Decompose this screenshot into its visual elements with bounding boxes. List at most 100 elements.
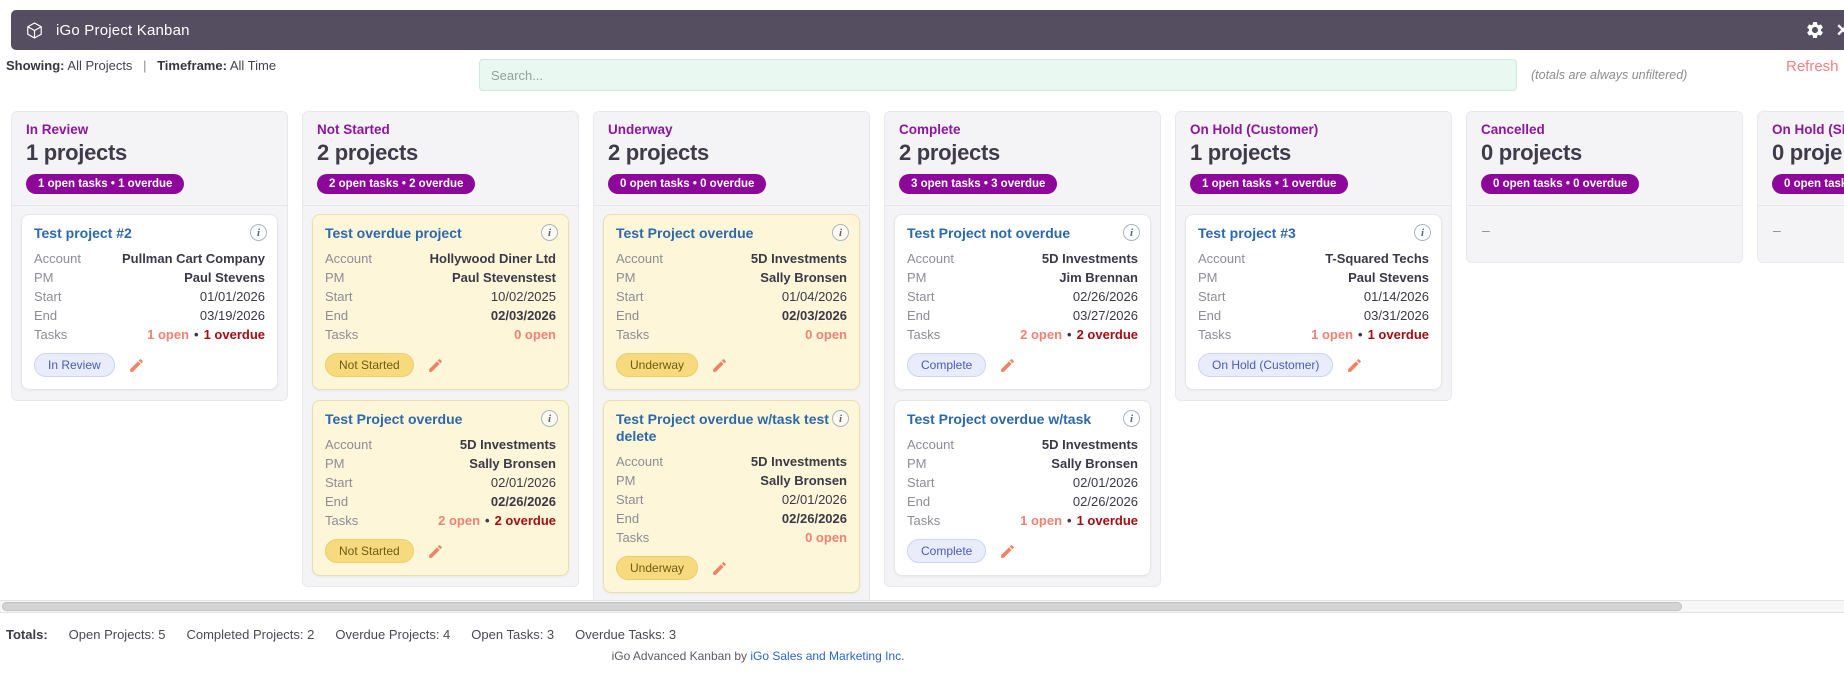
field-label: Tasks bbox=[34, 327, 68, 342]
pm-value: Sally Bronsen bbox=[1051, 456, 1138, 471]
field-label: Start bbox=[907, 475, 935, 490]
pm-value: Paul Stevens bbox=[1348, 270, 1429, 285]
project-title-link[interactable]: Test Project overdue bbox=[616, 225, 754, 241]
project-title-link[interactable]: Test project #3 bbox=[1198, 225, 1296, 241]
pm-value: Paul Stevens bbox=[184, 270, 265, 285]
edit-pencil-icon[interactable] bbox=[711, 560, 728, 577]
info-icon[interactable]: i bbox=[1414, 224, 1431, 241]
footer-vendor-link[interactable]: iGo Sales and Marketing Inc. bbox=[750, 649, 905, 663]
column-tasks-badge: 3 open tasks • 3 overdue bbox=[899, 174, 1058, 194]
column-title: In Review bbox=[26, 122, 89, 137]
info-icon[interactable]: i bbox=[1123, 224, 1140, 241]
unfiltered-note: (totals are always unfiltered) bbox=[1531, 68, 1688, 82]
edit-pencil-icon[interactable] bbox=[999, 543, 1016, 560]
edit-pencil-icon[interactable] bbox=[427, 543, 444, 560]
settings-gear-icon[interactable] bbox=[1805, 20, 1825, 40]
horizontal-scrollbar bbox=[0, 600, 1844, 613]
showing-label: Showing: bbox=[6, 58, 65, 73]
project-title-link[interactable]: Test project #2 bbox=[34, 225, 132, 241]
project-title-link[interactable]: Test Project overdue bbox=[325, 411, 463, 427]
tasks-overdue-count: 2 overdue bbox=[494, 513, 556, 528]
card-field-row: Tasks 0 open bbox=[616, 528, 847, 547]
project-card: Test project #2 i Account Pullman Cart Comp… bbox=[21, 214, 278, 390]
start-date-value: 01/01/2026 bbox=[199, 289, 265, 304]
tasks-open-count: 1 open bbox=[1311, 327, 1354, 342]
edit-pencil-icon[interactable] bbox=[128, 357, 145, 374]
column-header: On Hold (SF 0 proje 0 open task bbox=[1758, 112, 1844, 205]
edit-pencil-icon[interactable] bbox=[427, 357, 444, 374]
info-icon[interactable]: i bbox=[541, 224, 558, 241]
account-value: Pullman Cart Company bbox=[121, 251, 265, 266]
tasks-value: 0 open bbox=[805, 528, 847, 547]
titlebar-actions: ✕ bbox=[1805, 10, 1844, 50]
edit-pencil-icon[interactable] bbox=[999, 357, 1016, 374]
card-field-row: Account 5D Investments bbox=[616, 249, 847, 268]
status-chip: Complete bbox=[907, 539, 987, 563]
search-input[interactable] bbox=[479, 59, 1517, 91]
column-header: On Hold (Customer) 1 projects 1 open tasks… bbox=[1176, 112, 1451, 205]
card-actions-row: In Review bbox=[34, 353, 265, 377]
timeframe-value: All Time bbox=[229, 58, 277, 73]
refresh-button[interactable]: Refresh bbox=[1786, 58, 1839, 75]
field-label: Account bbox=[616, 251, 663, 266]
field-label: Tasks bbox=[907, 513, 941, 528]
project-title-link[interactable]: Test Project overdue w/task test delete bbox=[616, 411, 829, 444]
status-chip: On Hold (Customer) bbox=[1198, 353, 1334, 377]
project-title-link[interactable]: Test Project not overdue bbox=[907, 225, 1071, 241]
end-date-value: 02/26/2026 bbox=[781, 511, 847, 526]
project-title-link[interactable]: Test overdue project bbox=[325, 225, 462, 241]
info-icon[interactable]: i bbox=[832, 224, 849, 241]
app-cube-icon bbox=[27, 21, 42, 39]
column-title: On Hold (SF bbox=[1772, 122, 1844, 137]
card-field-row: PM Paul Stevenstest bbox=[325, 268, 556, 287]
column-header: Complete 2 projects 3 open tasks • 3 overd… bbox=[885, 112, 1160, 205]
footer: iGo Advanced Kanban by iGo Sales and Mar… bbox=[0, 649, 1516, 663]
info-icon[interactable]: i bbox=[832, 410, 849, 427]
info-icon[interactable]: i bbox=[250, 224, 267, 241]
tasks-bullet: • bbox=[485, 513, 490, 528]
tasks-value: 2 open • 2 overdue bbox=[1020, 325, 1138, 344]
kanban-column: Complete 2 projects 3 open tasks • 3 overd… bbox=[884, 111, 1161, 587]
column-project-count: 2 projects bbox=[608, 140, 709, 165]
tasks-open-count: 0 open bbox=[805, 530, 847, 545]
project-card: Test project #3 i Account T-Squared Techs PM… bbox=[1185, 214, 1442, 390]
field-label: Start bbox=[616, 492, 644, 507]
totals-bar: Totals: Open Projects: 5 Completed Projec… bbox=[6, 627, 676, 642]
filter-separator: | bbox=[143, 58, 147, 73]
field-label: PM bbox=[616, 473, 636, 488]
pm-value: Sally Bronsen bbox=[760, 270, 847, 285]
card-field-row: End 03/19/2026 bbox=[34, 306, 265, 325]
card-field-row: Start 02/01/2026 bbox=[616, 490, 847, 509]
column-project-count: 0 proje bbox=[1772, 140, 1843, 165]
field-label: Tasks bbox=[325, 513, 359, 528]
card-field-row: PM Sally Bronsen bbox=[325, 454, 556, 473]
project-title-link[interactable]: Test Project overdue w/task bbox=[907, 411, 1092, 427]
kanban-column: Cancelled 0 projects 0 open tasks • 0 over… bbox=[1466, 111, 1743, 263]
field-label: Account bbox=[325, 437, 372, 452]
kanban-column: On Hold (Customer) 1 projects 1 open tasks… bbox=[1175, 111, 1452, 401]
start-date-value: 02/26/2026 bbox=[1072, 289, 1138, 304]
project-card: Test Project overdue i Account 5D Investmen… bbox=[603, 214, 860, 390]
status-chip: Complete bbox=[907, 353, 987, 377]
column-divider bbox=[303, 205, 578, 206]
field-label: PM bbox=[616, 270, 636, 285]
edit-pencil-icon[interactable] bbox=[1346, 357, 1363, 374]
info-icon[interactable]: i bbox=[541, 410, 558, 427]
card-field-row: End 02/03/2026 bbox=[325, 306, 556, 325]
tasks-open-count: 2 open bbox=[1020, 327, 1063, 342]
card-field-row: PM Sally Bronsen bbox=[907, 454, 1138, 473]
info-icon[interactable]: i bbox=[1123, 410, 1140, 427]
empty-placeholder: – bbox=[1482, 222, 1490, 238]
card-actions-row: Not Started bbox=[325, 353, 556, 377]
account-value: 5D Investments bbox=[750, 251, 847, 266]
edit-pencil-icon[interactable] bbox=[711, 357, 728, 374]
start-date-value: 01/14/2026 bbox=[1363, 289, 1429, 304]
field-label: End bbox=[325, 494, 349, 509]
horizontal-scrollbar-thumb[interactable] bbox=[2, 602, 1682, 611]
field-label: Tasks bbox=[1198, 327, 1232, 342]
totals-item: Open Projects: 5 bbox=[68, 627, 166, 642]
start-date-value: 02/01/2026 bbox=[781, 492, 847, 507]
field-label: Tasks bbox=[325, 327, 359, 342]
close-icon[interactable]: ✕ bbox=[1835, 20, 1844, 40]
column-body: Test project #3 i Account T-Squared Techs PM… bbox=[1176, 206, 1451, 400]
